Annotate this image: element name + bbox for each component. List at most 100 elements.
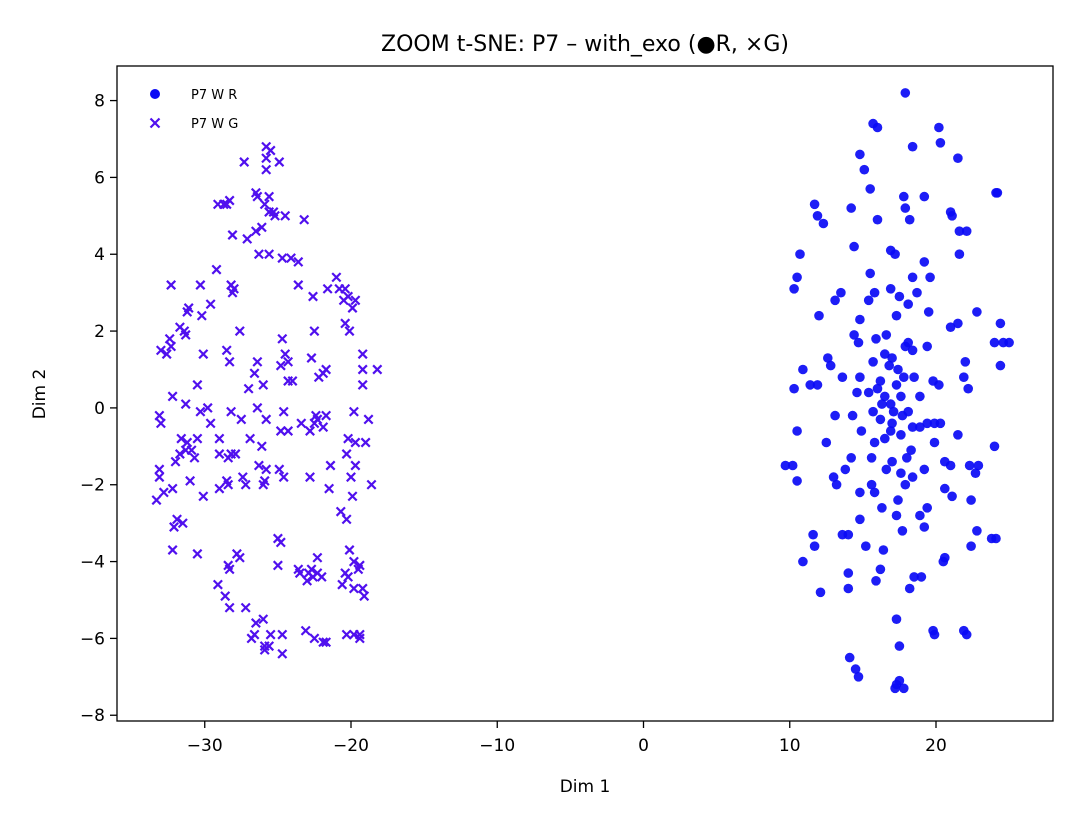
data-point-g: [186, 445, 197, 456]
data-point-g: [202, 402, 213, 413]
data-point-g: [350, 437, 361, 448]
data-point-g: [296, 418, 307, 429]
data-point-r: [871, 334, 881, 344]
data-point-g: [182, 306, 193, 317]
data-point-r: [893, 495, 903, 505]
data-point-g: [261, 164, 272, 175]
data-point-g: [372, 364, 383, 375]
data-point-g: [214, 483, 225, 494]
data-point-r: [900, 479, 911, 490]
x-axis-label: Dim 1: [560, 777, 611, 797]
data-point-r: [961, 629, 972, 640]
data-point-g: [224, 356, 235, 367]
data-point-r: [907, 472, 918, 482]
data-point-g: [259, 644, 270, 655]
data-point-r: [919, 191, 930, 202]
data-point-g: [278, 472, 289, 483]
data-point-g: [167, 483, 178, 494]
data-point-g: [305, 426, 315, 436]
data-point-r: [844, 652, 855, 663]
x-tick-label: 20: [925, 736, 947, 756]
data-point-r: [964, 460, 975, 471]
data-point-g: [245, 433, 256, 444]
data-point-g: [306, 353, 317, 363]
data-point-r: [906, 445, 916, 456]
data-point-r: [935, 138, 946, 148]
data-point-r: [789, 383, 799, 394]
data-point-r: [963, 383, 973, 394]
data-point-g: [265, 629, 276, 640]
data-point-g: [239, 157, 250, 167]
data-point-g: [321, 410, 332, 421]
data-point-g: [347, 303, 358, 313]
data-point-g: [344, 545, 355, 555]
data-point-r: [953, 430, 963, 440]
data-point-r: [815, 587, 826, 598]
data-point-g: [223, 479, 234, 490]
plot-frame: [116, 65, 1054, 722]
data-point-g: [265, 145, 276, 156]
data-point-g: [294, 568, 305, 579]
data-point-r: [872, 214, 883, 225]
data-point-r: [991, 533, 1001, 544]
data-point-r: [954, 249, 965, 259]
data-point-r: [915, 422, 925, 432]
data-point-g: [309, 633, 320, 644]
y-axis: −8 −6 −4 −2 0 2 4 6 8: [80, 92, 117, 726]
data-point-r: [861, 541, 871, 551]
data-point-r: [792, 426, 802, 436]
data-point-g: [252, 356, 263, 367]
data-point-g: [343, 433, 354, 444]
data-point-r: [902, 453, 912, 463]
data-point-g: [325, 460, 336, 471]
data-point-r: [780, 460, 791, 471]
series-r-points: [780, 88, 1014, 694]
data-point-g: [350, 295, 361, 306]
data-point-r: [884, 360, 894, 371]
data-point-r: [850, 664, 861, 674]
data-point-r: [995, 360, 1006, 371]
data-point-g: [252, 402, 263, 413]
data-point-r: [877, 399, 887, 409]
data-point-g: [155, 418, 166, 429]
data-point-r: [880, 349, 890, 359]
data-point-g: [224, 564, 235, 575]
legend-marker-r: [150, 89, 160, 99]
data-point-g: [287, 376, 298, 386]
data-point-g: [340, 568, 351, 579]
data-point-r: [798, 556, 808, 567]
data-point-r: [877, 503, 887, 513]
y-tick-label: 2: [94, 322, 105, 342]
y-tick-label: −2: [80, 476, 105, 496]
data-point-g: [205, 418, 216, 429]
data-point-r: [1004, 337, 1014, 348]
legend-label-g: P7 W G: [191, 117, 238, 132]
data-point-r: [899, 191, 909, 202]
data-point-r: [894, 291, 905, 302]
data-point-r: [855, 372, 865, 383]
data-point-g: [252, 191, 263, 202]
data-point-g: [237, 472, 248, 483]
data-point-r: [830, 295, 840, 306]
data-point-r: [825, 360, 836, 371]
data-point-g: [270, 210, 280, 221]
data-point-r: [953, 153, 963, 163]
y-tick-label: 4: [94, 245, 105, 265]
data-point-g: [167, 391, 178, 402]
data-point-g: [220, 591, 231, 602]
data-point-g: [212, 579, 223, 590]
data-point-g: [277, 629, 288, 640]
data-point-r: [915, 391, 925, 402]
data-point-g: [214, 433, 225, 444]
data-point-g: [154, 472, 165, 483]
data-point-r: [904, 214, 915, 225]
data-point-r: [894, 641, 905, 651]
data-point-g: [272, 560, 283, 571]
data-point-r: [885, 245, 896, 256]
data-point-r: [907, 422, 918, 432]
data-point-g: [192, 433, 203, 444]
data-point-g: [344, 326, 355, 337]
data-point-r: [809, 541, 820, 551]
data-point-g: [174, 449, 185, 459]
